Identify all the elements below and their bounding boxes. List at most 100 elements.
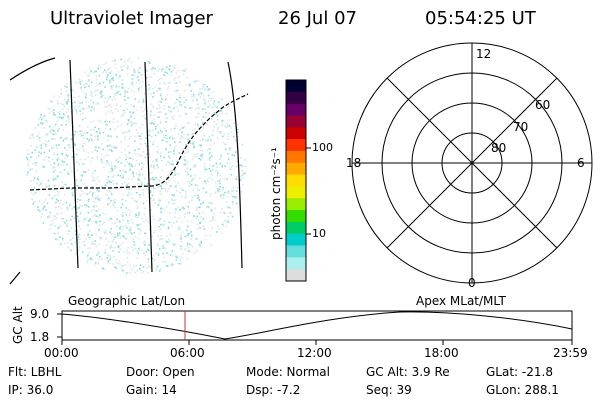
image-pixel	[115, 259, 117, 261]
image-pixel	[126, 91, 129, 93]
image-pixel	[54, 215, 56, 217]
image-pixel	[132, 122, 135, 124]
image-pixel	[222, 124, 224, 127]
image-pixel	[191, 199, 193, 201]
image-pixel	[37, 178, 40, 181]
image-pixel	[217, 188, 219, 190]
image-pixel	[230, 127, 233, 129]
image-pixel	[173, 171, 176, 174]
image-pixel	[45, 145, 47, 148]
image-pixel	[196, 184, 199, 187]
image-pixel	[57, 239, 59, 241]
image-pixel	[131, 74, 134, 76]
image-pixel	[65, 154, 68, 156]
image-pixel	[40, 113, 42, 116]
image-pixel	[38, 200, 41, 203]
image-pixel	[106, 198, 109, 201]
image-pixel	[177, 262, 179, 265]
image-pixel	[137, 132, 139, 134]
image-pixel	[27, 172, 29, 174]
image-pixel	[163, 127, 166, 129]
image-pixel	[60, 136, 62, 139]
image-pixel	[226, 123, 229, 125]
image-pixel	[102, 166, 105, 169]
image-pixel	[34, 127, 37, 129]
image-pixel	[160, 223, 162, 226]
image-pixel	[151, 235, 154, 238]
image-pixel	[169, 82, 171, 84]
image-pixel	[235, 151, 237, 153]
image-pixel	[32, 202, 35, 205]
image-pixel	[138, 87, 140, 89]
image-pixel	[222, 188, 224, 191]
image-pixel	[88, 67, 91, 70]
image-pixel	[150, 178, 152, 180]
image-pixel	[128, 191, 130, 194]
image-pixel	[214, 207, 217, 210]
image-pixel	[215, 123, 218, 125]
image-grid-line	[144, 61, 153, 273]
image-pixel	[182, 127, 184, 129]
image-pixel	[222, 164, 224, 166]
image-pixel	[109, 104, 111, 106]
image-pixel	[96, 195, 99, 197]
image-pixel	[74, 107, 76, 110]
image-pixel	[95, 210, 98, 212]
image-pixel	[211, 155, 214, 158]
image-pixel	[81, 145, 84, 147]
image-pixel	[79, 212, 82, 215]
image-pixel	[208, 176, 211, 179]
image-pixel	[71, 89, 74, 91]
image-pixel	[139, 155, 141, 157]
image-pixel	[137, 178, 139, 180]
image-pixel	[93, 264, 96, 266]
image-pixel	[187, 150, 189, 153]
image-pixel	[100, 237, 102, 240]
gain-info: Gain: 14	[126, 383, 177, 397]
image-pixel	[218, 180, 221, 182]
image-pixel	[133, 200, 136, 202]
image-pixel	[90, 70, 92, 72]
image-pixel	[55, 144, 58, 146]
image-pixel	[153, 165, 155, 167]
image-pixel	[90, 210, 93, 212]
image-pixel	[181, 189, 184, 191]
image-pixel	[166, 190, 169, 193]
image-pixel	[100, 158, 103, 161]
image-pixel	[55, 201, 57, 204]
image-pixel	[191, 96, 193, 98]
image-pixel	[106, 76, 109, 78]
image-pixel	[119, 234, 121, 236]
image-pixel	[140, 138, 143, 141]
image-pixel	[89, 258, 92, 261]
image-pixel	[152, 218, 155, 221]
image-pixel	[150, 113, 152, 116]
image-pixel	[147, 183, 149, 185]
image-pixel	[70, 138, 73, 140]
image-pixel	[150, 75, 153, 78]
image-pixel	[165, 163, 167, 166]
image-pixel	[195, 156, 197, 158]
image-pixel	[132, 264, 135, 266]
image-pixel	[143, 113, 146, 116]
image-pixel	[108, 144, 111, 147]
image-pixel	[139, 137, 142, 140]
image-pixel	[87, 169, 90, 171]
image-pixel	[140, 180, 143, 183]
image-pixel	[177, 133, 180, 136]
image-pixel	[152, 257, 154, 260]
gc-alt-info: GC Alt: 3.9 Re	[366, 365, 450, 379]
image-pixel	[166, 177, 168, 179]
image-pixel	[85, 92, 88, 95]
image-pixel	[115, 86, 117, 89]
image-pixel	[209, 104, 211, 107]
image-pixel	[202, 85, 204, 88]
image-pixel	[163, 108, 165, 111]
image-pixel	[122, 79, 124, 81]
image-pixel	[96, 131, 98, 133]
image-pixel	[54, 194, 56, 197]
image-pixel	[159, 176, 162, 179]
image-pixel	[41, 123, 43, 126]
image-pixel	[47, 216, 49, 218]
image-pixel	[136, 205, 139, 207]
